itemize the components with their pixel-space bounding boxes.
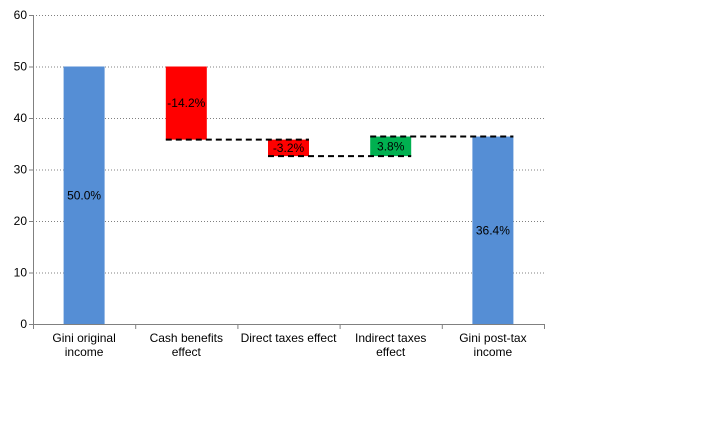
bar-0 — [63, 66, 105, 324]
x-category-label-line: Direct taxes effect — [241, 331, 337, 345]
x-category-label-line: effect — [172, 345, 202, 359]
data-label-4: 36.4% — [476, 223, 510, 237]
bar-3 — [370, 136, 412, 157]
x-category-label-line: income — [65, 345, 104, 359]
y-tick-label-60: 60 — [14, 8, 28, 22]
data-label-0: 50.0% — [67, 188, 101, 202]
bar-2 — [268, 139, 309, 157]
bar-4 — [472, 136, 514, 324]
x-category-label-0: Gini original income — [52, 331, 115, 359]
y-tick-label-10: 10 — [14, 266, 28, 280]
y-tick-label-20: 20 — [14, 214, 28, 228]
data-label-2: -3.2% — [273, 141, 305, 155]
x-category-label-2: Direct taxes effect — [241, 331, 337, 345]
bar-1 — [165, 66, 207, 140]
x-category-label-4: Gini post-tax income — [459, 331, 526, 359]
x-category-label-line: Gini original — [52, 331, 115, 345]
data-label-1: -14.2% — [167, 96, 205, 110]
x-category-label-3: Indirect taxes effect — [355, 331, 426, 359]
data-label-3: 3.8% — [377, 139, 405, 153]
x-category-label-1: Cash benefits effect — [150, 331, 223, 359]
y-tick-label-40: 40 — [14, 111, 28, 125]
y-tick-label-0: 0 — [20, 317, 27, 331]
y-tick-label-50: 50 — [14, 60, 28, 74]
y-tick-label-30: 30 — [14, 163, 28, 177]
x-category-label-line: Cash benefits — [150, 331, 223, 345]
x-category-label-line: Indirect taxes — [355, 331, 426, 345]
x-category-label-line: effect — [376, 345, 406, 359]
x-category-label-line: income — [474, 345, 513, 359]
x-category-label-line: Gini post-tax — [459, 331, 526, 345]
